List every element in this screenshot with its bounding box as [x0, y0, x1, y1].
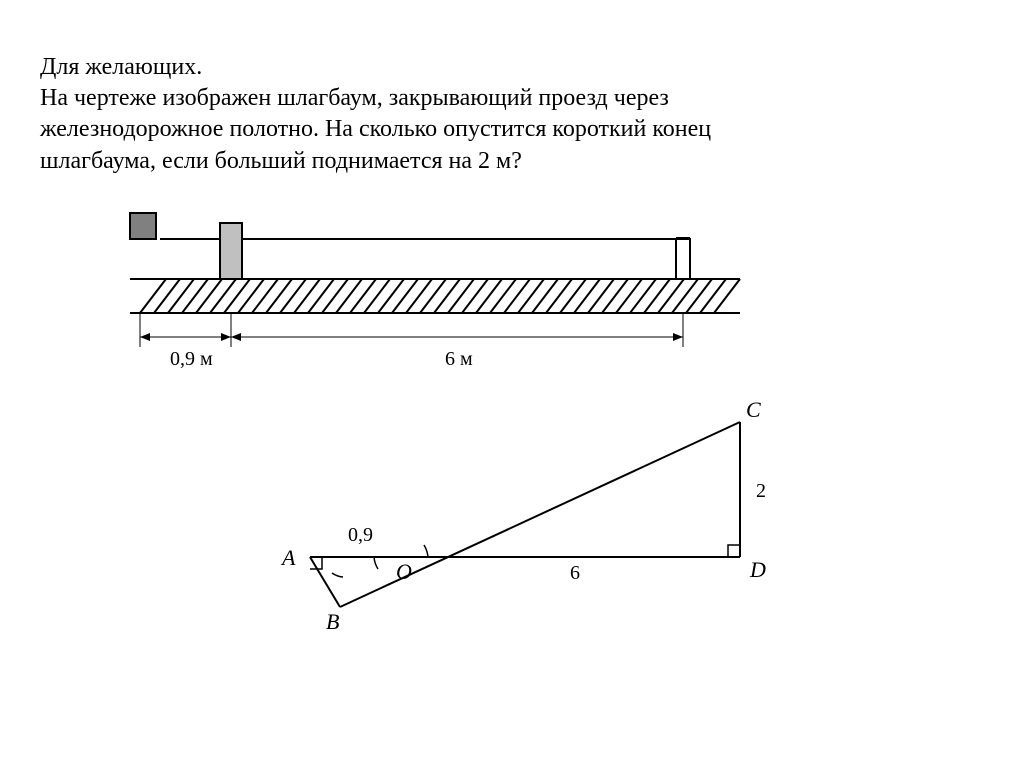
label-C: C [746, 397, 761, 422]
label-O: O [396, 559, 412, 584]
problem-line: Для желающих. [40, 52, 984, 83]
dim-long-label: 6 м [445, 348, 473, 370]
barrier-diagram: 0,9 м 6 м [100, 207, 800, 377]
angle-arc-A [332, 573, 343, 577]
label-B: B [326, 609, 339, 634]
problem-line: На чертеже изображен шлагбаум, закрывающ… [40, 83, 984, 114]
right-angle-D [728, 545, 740, 557]
counterweight [130, 213, 156, 239]
problem-line: железнодорожное полотно. На сколько опус… [40, 114, 984, 145]
label-D: D [749, 557, 766, 582]
problem-text: Для желающих. На чертеже изображен шлагб… [40, 52, 984, 177]
side-short: 0,9 [348, 524, 373, 546]
angle-arc-O [424, 545, 428, 557]
arrow-icon [231, 333, 241, 341]
dim-short-label: 0,9 м [170, 348, 213, 370]
triangle-svg: A B O D C 0,9 6 2 [240, 377, 820, 637]
triangle-diagram: A B O D C 0,9 6 2 [240, 377, 840, 637]
barrier-post [220, 223, 242, 279]
problem-line: шлагбаума, если больший поднимается на 2… [40, 146, 984, 177]
angle-arc-O2 [374, 557, 378, 569]
arrow-icon [221, 333, 231, 341]
side-long: 6 [570, 562, 580, 584]
line-AB [310, 557, 340, 607]
side-height: 2 [756, 480, 766, 502]
barrier-svg: 0,9 м 6 м [100, 207, 800, 377]
arrow-icon [140, 333, 150, 341]
arrow-icon [673, 333, 683, 341]
ground-hatching [140, 279, 740, 313]
label-A: A [280, 545, 296, 570]
